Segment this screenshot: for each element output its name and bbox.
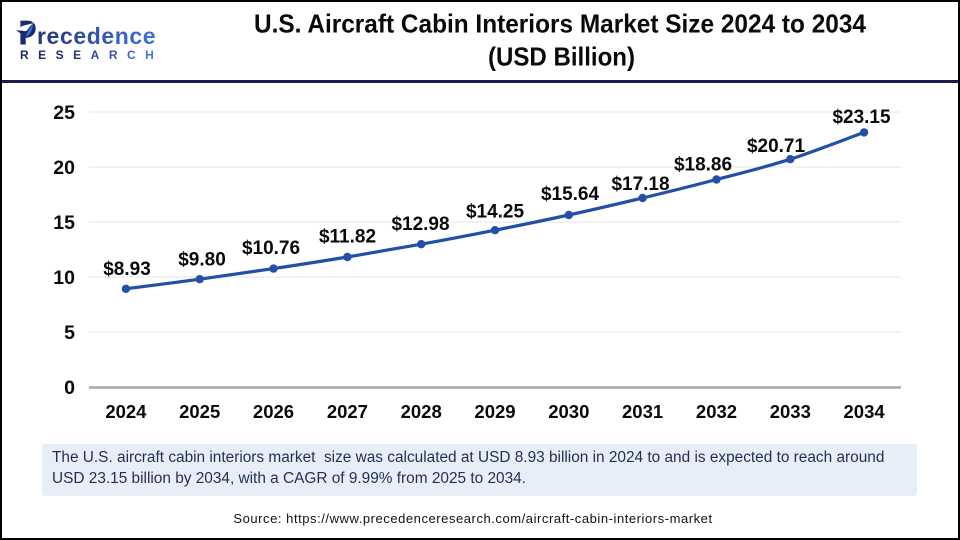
svg-text:25: 25 — [53, 102, 75, 124]
svg-text:2026: 2026 — [253, 401, 294, 422]
svg-text:$9.80: $9.80 — [178, 250, 226, 271]
svg-text:10: 10 — [53, 267, 75, 289]
svg-text:$17.18: $17.18 — [611, 174, 669, 195]
svg-text:2024: 2024 — [105, 401, 147, 422]
svg-text:2034: 2034 — [844, 401, 886, 422]
svg-text:$14.25: $14.25 — [466, 202, 525, 223]
svg-text:(USD Billion): (USD Billion) — [488, 41, 635, 71]
svg-text:2029: 2029 — [474, 401, 515, 422]
svg-text:$18.86: $18.86 — [674, 155, 732, 176]
svg-text:2031: 2031 — [622, 401, 663, 422]
svg-text:2030: 2030 — [548, 401, 589, 422]
svg-text:5: 5 — [64, 322, 75, 344]
svg-text:$10.76: $10.76 — [242, 238, 300, 259]
svg-text:$11.82: $11.82 — [319, 227, 376, 248]
svg-text:15: 15 — [53, 212, 75, 234]
svg-text:20: 20 — [53, 157, 75, 179]
svg-text:U.S. Aircraft Cabin Interiors: U.S. Aircraft Cabin Interiors Market Siz… — [254, 9, 867, 39]
svg-text:2028: 2028 — [401, 401, 442, 422]
svg-text:$20.71: $20.71 — [747, 136, 806, 157]
svg-text:2025: 2025 — [179, 401, 220, 422]
svg-text:$8.93: $8.93 — [103, 259, 151, 280]
svg-text:2027: 2027 — [327, 401, 368, 422]
svg-text:$15.64: $15.64 — [541, 184, 600, 205]
svg-text:$23.15: $23.15 — [832, 107, 891, 128]
svg-text:2032: 2032 — [696, 401, 737, 422]
svg-text:$12.98: $12.98 — [391, 214, 449, 235]
svg-text:2033: 2033 — [770, 401, 811, 422]
svg-text:0: 0 — [64, 377, 75, 399]
